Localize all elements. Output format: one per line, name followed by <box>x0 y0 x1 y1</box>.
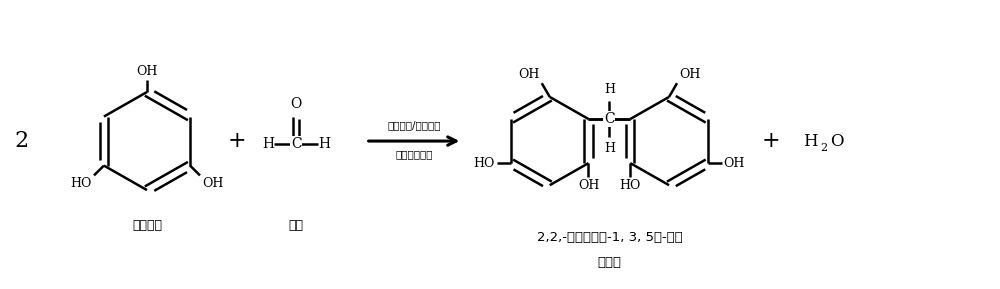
Text: OH: OH <box>724 157 745 170</box>
Text: H: H <box>262 137 274 151</box>
Text: HO: HO <box>620 179 641 192</box>
Text: OH: OH <box>679 68 700 81</box>
Text: C: C <box>604 112 615 126</box>
Text: OH: OH <box>518 68 540 81</box>
Text: H: H <box>803 133 818 150</box>
Text: OH: OH <box>136 65 158 78</box>
Text: 粉红色: 粉红色 <box>597 256 621 269</box>
Text: 双催化剂/碱性条件: 双催化剂/碱性条件 <box>387 120 441 130</box>
Text: 2: 2 <box>820 143 827 153</box>
Text: HO: HO <box>474 157 495 170</box>
Text: 2: 2 <box>15 130 29 152</box>
Text: 间苯三酚过量: 间苯三酚过量 <box>395 149 433 159</box>
Text: OH: OH <box>202 177 223 190</box>
Text: O: O <box>830 133 844 150</box>
Text: H: H <box>604 142 615 155</box>
Text: +: + <box>761 130 780 152</box>
Text: C: C <box>291 137 301 151</box>
Text: 间苯三酚: 间苯三酚 <box>132 219 162 232</box>
Text: +: + <box>227 130 246 152</box>
Text: 2,2,-亚甲基二苯-1, 3, 5，-三醇: 2,2,-亚甲基二苯-1, 3, 5，-三醇 <box>537 231 682 244</box>
Text: O: O <box>291 97 302 111</box>
Text: 甲醛: 甲醛 <box>289 219 304 232</box>
Text: HO: HO <box>71 177 92 190</box>
Text: H: H <box>604 84 615 97</box>
Text: H: H <box>318 137 330 151</box>
Text: OH: OH <box>578 179 599 192</box>
